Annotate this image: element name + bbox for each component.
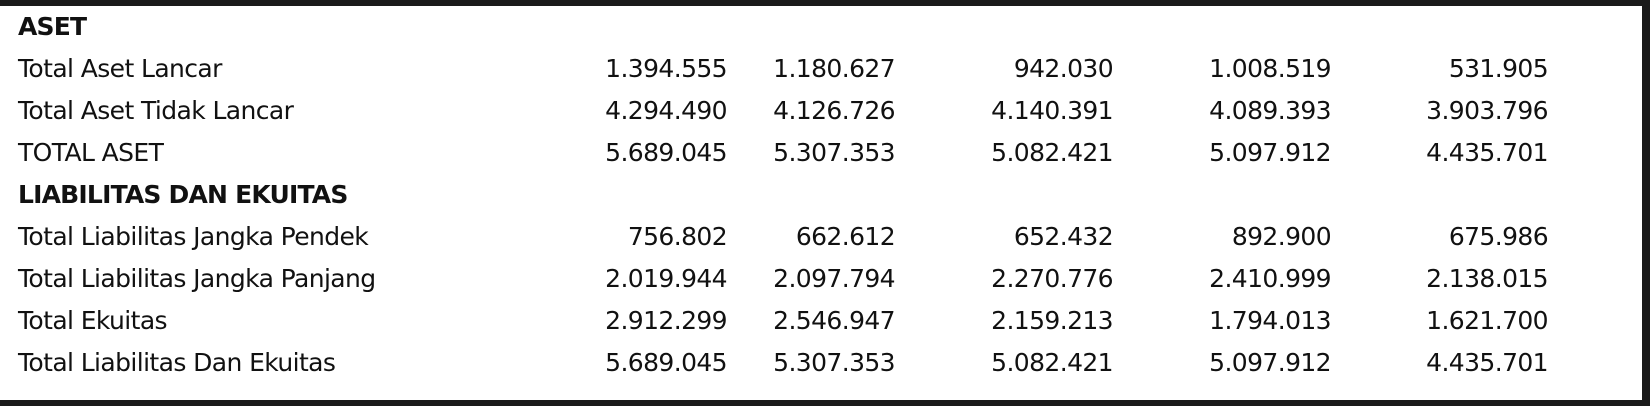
cell-value: 5.097.912: [1209, 348, 1331, 377]
cell-value: 675.986: [1448, 222, 1549, 251]
row-label: Total Liabilitas Jangka Pendek: [18, 222, 369, 251]
table-row: Total Aset Lancar 1.394.555 1.180.627 94…: [0, 48, 1650, 90]
right-border: [1642, 6, 1650, 400]
cell-value: 2.546.947: [773, 306, 895, 335]
cell-value: 5.097.912: [1209, 138, 1331, 167]
cell-value: 662.612: [795, 222, 896, 251]
cell-value: 942.030: [1013, 54, 1114, 83]
row-label: Total Liabilitas Jangka Panjang: [18, 264, 376, 293]
cell-value: 4.140.391: [991, 96, 1113, 125]
table-row: Total Liabilitas Jangka Panjang 2.019.94…: [0, 258, 1650, 300]
cell-value: 2.159.213: [991, 306, 1113, 335]
cell-value: 531.905: [1448, 54, 1549, 83]
cell-value: 2.270.776: [991, 264, 1113, 293]
section-heading-aset: ASET: [0, 6, 1650, 48]
cell-value: 1.794.013: [1209, 306, 1331, 335]
table-row: Total Ekuitas 2.912.299 2.546.947 2.159.…: [0, 300, 1650, 342]
cell-value: 3.903.796: [1426, 96, 1548, 125]
row-label: Total Aset Lancar: [18, 54, 222, 83]
cell-value: 4.294.490: [605, 96, 727, 125]
table-row: Total Liabilitas Dan Ekuitas 5.689.045 5…: [0, 342, 1650, 384]
balance-sheet-table: ASET Total Aset Lancar 1.394.555 1.180.6…: [0, 6, 1650, 400]
table-row: Total Liabilitas Jangka Pendek 756.802 6…: [0, 216, 1650, 258]
section-heading-label: ASET: [18, 12, 87, 41]
row-label: Total Ekuitas: [18, 306, 168, 335]
cell-value: 4.435.701: [1426, 348, 1548, 377]
row-label: Total Aset Tidak Lancar: [18, 96, 294, 125]
row-label: TOTAL ASET: [18, 138, 164, 167]
cell-value: 2.912.299: [605, 306, 727, 335]
cell-value: 756.802: [627, 222, 728, 251]
table-row: Total Aset Tidak Lancar 4.294.490 4.126.…: [0, 90, 1650, 132]
table-row: TOTAL ASET 5.689.045 5.307.353 5.082.421…: [0, 132, 1650, 174]
section-heading-label: LIABILITAS DAN EKUITAS: [18, 180, 348, 209]
cell-value: 652.432: [1013, 222, 1114, 251]
cell-value: 892.900: [1231, 222, 1332, 251]
section-heading-liabilitas: LIABILITAS DAN EKUITAS: [0, 174, 1650, 216]
cell-value: 5.082.421: [991, 138, 1113, 167]
cell-value: 4.126.726: [773, 96, 895, 125]
cell-value: 4.089.393: [1209, 96, 1331, 125]
cell-value: 1.180.627: [773, 54, 895, 83]
cell-value: 2.138.015: [1426, 264, 1548, 293]
cell-value: 2.410.999: [1209, 264, 1331, 293]
cell-value: 1.394.555: [605, 54, 727, 83]
cell-value: 5.307.353: [773, 138, 895, 167]
row-label: Total Liabilitas Dan Ekuitas: [18, 348, 336, 377]
cell-value: 1.008.519: [1209, 54, 1331, 83]
cell-value: 5.307.353: [773, 348, 895, 377]
cell-value: 5.689.045: [605, 348, 727, 377]
cell-value: 2.097.794: [773, 264, 895, 293]
cell-value: 4.435.701: [1426, 138, 1548, 167]
cell-value: 1.621.700: [1426, 306, 1548, 335]
cell-value: 5.689.045: [605, 138, 727, 167]
cell-value: 2.019.944: [605, 264, 727, 293]
cell-value: 5.082.421: [991, 348, 1113, 377]
